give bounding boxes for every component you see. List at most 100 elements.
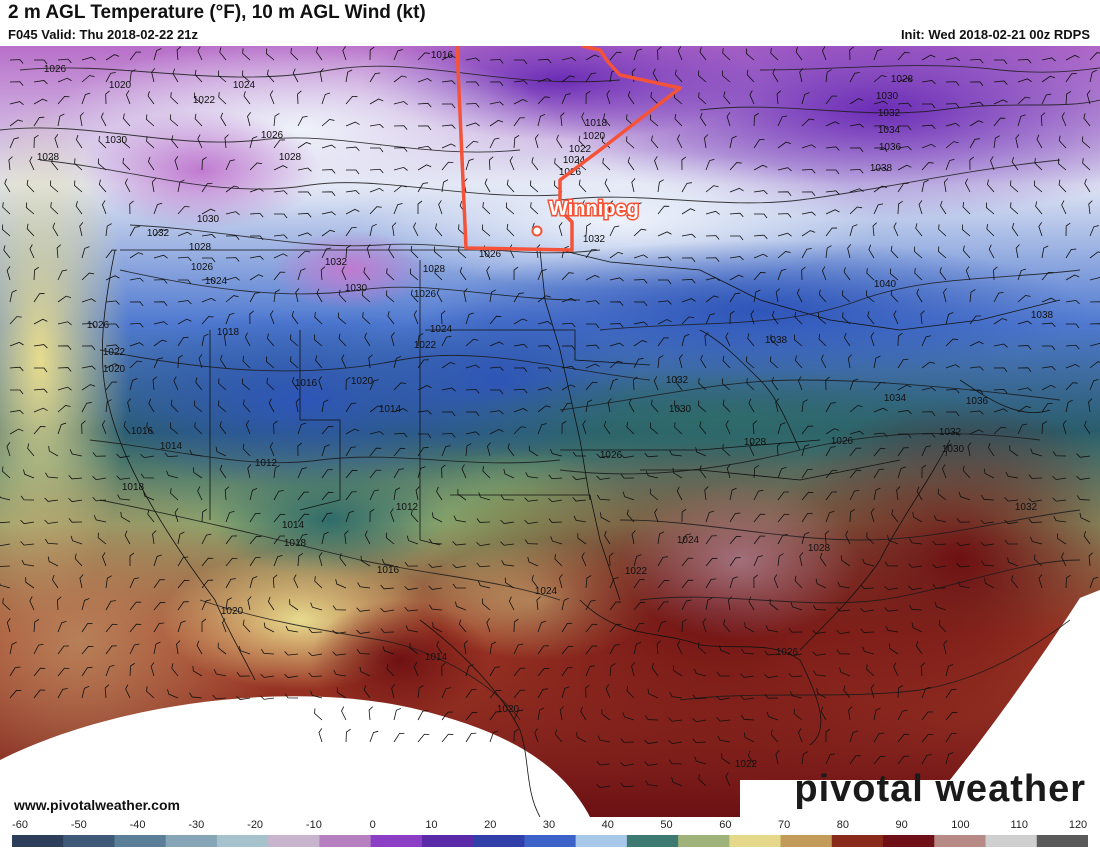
wind-barb: [265, 48, 275, 61]
wind-barb: [825, 446, 836, 457]
wind-barb: [897, 102, 912, 108]
wind-barb: [945, 103, 960, 108]
wind-barb: [1041, 297, 1056, 303]
wind-barb: [609, 552, 614, 567]
wind-barb: [816, 687, 827, 699]
wind-barb: [177, 206, 190, 215]
wind-barb: [777, 513, 790, 523]
wind-barb: [52, 222, 59, 237]
wind-barb: [548, 498, 563, 503]
wind-barb: [555, 729, 563, 743]
wind-barb: [177, 601, 189, 611]
wind-barb: [921, 387, 936, 392]
wind-barb: [884, 561, 899, 567]
wind-barb: [223, 332, 229, 347]
wind-barb: [435, 223, 443, 237]
wind-barb: [716, 717, 731, 722]
colorbar-segment: [165, 835, 218, 847]
isobar-label: 1026: [414, 289, 437, 300]
wind-barb: [417, 410, 432, 415]
wind-barb: [127, 398, 132, 413]
wind-barb: [2, 224, 11, 237]
wind-barb: [20, 495, 35, 501]
wind-barb: [962, 245, 971, 259]
wind-barb: [57, 96, 70, 105]
wind-barb: [57, 77, 72, 83]
wind-barb: [725, 332, 731, 347]
wind-barb: [1052, 497, 1067, 502]
wind-barb: [225, 557, 238, 567]
wind-barb: [849, 72, 860, 83]
wind-barb: [418, 433, 432, 439]
wind-barb: [273, 190, 288, 195]
wind-barb: [345, 376, 351, 391]
wind-barb: [729, 292, 741, 303]
wind-barb: [33, 59, 48, 65]
wind-barb: [860, 584, 875, 589]
wind-barb: [897, 755, 910, 765]
isobar-label: 1036: [966, 396, 989, 407]
wind-barb: [537, 96, 550, 105]
wind-barb: [801, 118, 815, 127]
wind-barb: [97, 532, 107, 545]
wind-barb: [1017, 345, 1032, 350]
wind-barb: [116, 453, 131, 458]
wind-barb: [967, 442, 972, 457]
wind-barb: [81, 56, 96, 61]
wind-barb: [824, 530, 830, 545]
wind-barb: [1062, 420, 1067, 435]
isobar-label: 1018: [122, 482, 145, 493]
wind-barb: [692, 738, 707, 743]
wind-barb: [658, 279, 672, 285]
isobar-label: 1038: [1031, 310, 1054, 321]
website-credit[interactable]: www.pivotalweather.com: [14, 797, 180, 813]
wind-barb: [702, 618, 707, 633]
wind-barb: [524, 497, 539, 502]
boundary-lines: [101, 249, 1061, 817]
wind-barb: [825, 402, 836, 413]
wind-barb: [633, 601, 646, 611]
winnipeg-marker[interactable]: [531, 225, 543, 237]
wind-barb: [865, 290, 875, 303]
wind-barb: [867, 311, 875, 325]
wind-barb: [220, 354, 227, 369]
wind-barb: [620, 738, 635, 743]
wind-barb: [537, 405, 551, 413]
wind-barb: [801, 532, 810, 545]
wind-barb: [911, 622, 923, 633]
wind-barb: [596, 494, 611, 501]
wind-barb: [81, 92, 91, 105]
isobar-label: 1028: [423, 264, 446, 275]
wind-barb: [1089, 378, 1099, 391]
wind-barb: [681, 278, 696, 284]
wind-barb: [657, 179, 664, 193]
wind-barb: [79, 222, 84, 237]
wind-barb: [177, 300, 192, 305]
wind-barb: [1017, 320, 1032, 325]
wind-barb: [945, 688, 957, 699]
wind-barb: [417, 102, 432, 108]
wind-barb: [633, 340, 648, 347]
wind-barb: [980, 494, 995, 501]
isobar-label: 1014: [282, 520, 305, 531]
wind-barb: [98, 179, 107, 193]
wind-barb: [1017, 78, 1032, 83]
wind-barb: [909, 538, 923, 545]
colorbar-segment: [883, 835, 935, 847]
wind-barb: [105, 363, 120, 369]
wind-barb: [345, 446, 357, 457]
wind-barb: [215, 446, 227, 457]
colorbar-segment: [268, 835, 321, 847]
wind-barb: [908, 605, 923, 611]
wind-barb: [1065, 274, 1080, 281]
wind-barb: [585, 399, 593, 413]
wind-barb: [201, 156, 207, 171]
wind-barb: [873, 468, 885, 479]
wind-barb: [534, 728, 539, 743]
wind-barb: [969, 410, 984, 415]
colorbar-segment: [626, 835, 679, 847]
wind-barb: [169, 422, 179, 435]
wind-barb: [458, 246, 467, 259]
wind-barb: [489, 81, 504, 87]
